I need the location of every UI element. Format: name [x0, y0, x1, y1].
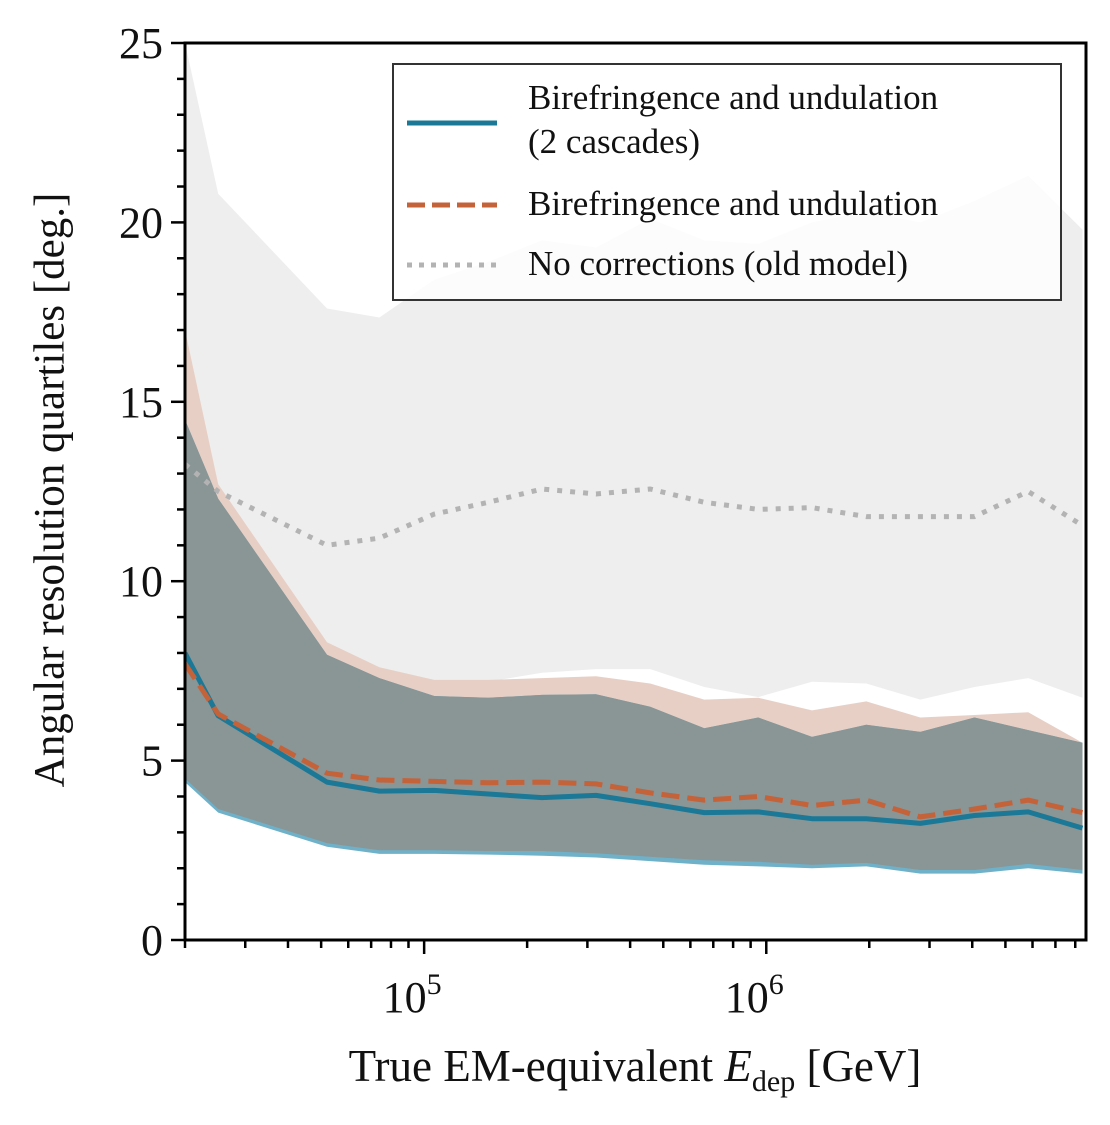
x-tick-exponent: 6: [769, 968, 784, 1001]
band-overlap: [185, 419, 1083, 870]
x-tick-base: 10: [383, 973, 427, 1022]
legend-label-2-cascades-line1: Birefringence and undulation: [528, 78, 939, 117]
y-axis-label: Angular resolution quartiles [deg.]: [26, 192, 74, 788]
line-2-cascades: [185, 651, 1084, 831]
x-axis-label-subscript: dep: [751, 1065, 796, 1098]
y-tick-label: 15: [119, 378, 163, 427]
legend-label-no-corrections: No corrections (old model): [528, 244, 909, 283]
legend-label-birefringence: Birefringence and undulation: [528, 184, 939, 223]
y-tick-label: 5: [141, 737, 163, 786]
line-birefringence: [185, 662, 1084, 820]
x-axis-label-prefix: True EM-equivalent: [348, 1041, 714, 1091]
y-tick-label: 10: [119, 557, 163, 606]
legend-swatches: [407, 120, 497, 268]
legend: Birefringence and undulation (2 cascades…: [392, 63, 1062, 301]
x-tick-label: 105: [383, 968, 442, 1022]
x-tick-base: 10: [725, 973, 769, 1022]
x-axis-label-symbol: E: [724, 1041, 752, 1091]
x-tick-exponent: 5: [427, 968, 442, 1001]
x-tick-label: 106: [725, 968, 784, 1022]
line-no-corrections: [185, 462, 1084, 548]
y-tick-label: 0: [141, 916, 163, 965]
legend-label-2-cascades-line2: (2 cascades): [528, 122, 700, 161]
x-axis-label-suffix: [GeV]: [806, 1041, 922, 1091]
y-tick-label: 25: [119, 19, 163, 68]
x-axis-label: True EM-equivalent Edep [GeV]: [349, 1040, 922, 1099]
band-no-corrections: [185, 43, 1083, 700]
plot-frame: [183, 41, 1088, 942]
y-tick-label: 20: [119, 198, 163, 247]
